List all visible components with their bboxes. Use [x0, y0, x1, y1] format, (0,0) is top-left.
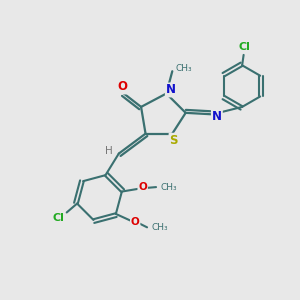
Text: S: S: [169, 134, 178, 147]
Text: O: O: [138, 182, 147, 192]
Text: CH₃: CH₃: [160, 183, 177, 192]
Text: CH₃: CH₃: [151, 223, 168, 232]
Text: N: N: [166, 83, 176, 97]
Text: Cl: Cl: [238, 43, 250, 52]
Text: Cl: Cl: [52, 213, 64, 223]
Text: N: N: [212, 110, 222, 123]
Text: O: O: [117, 80, 128, 94]
Text: H: H: [104, 146, 112, 156]
Text: CH₃: CH₃: [175, 64, 192, 74]
Text: O: O: [131, 217, 140, 227]
